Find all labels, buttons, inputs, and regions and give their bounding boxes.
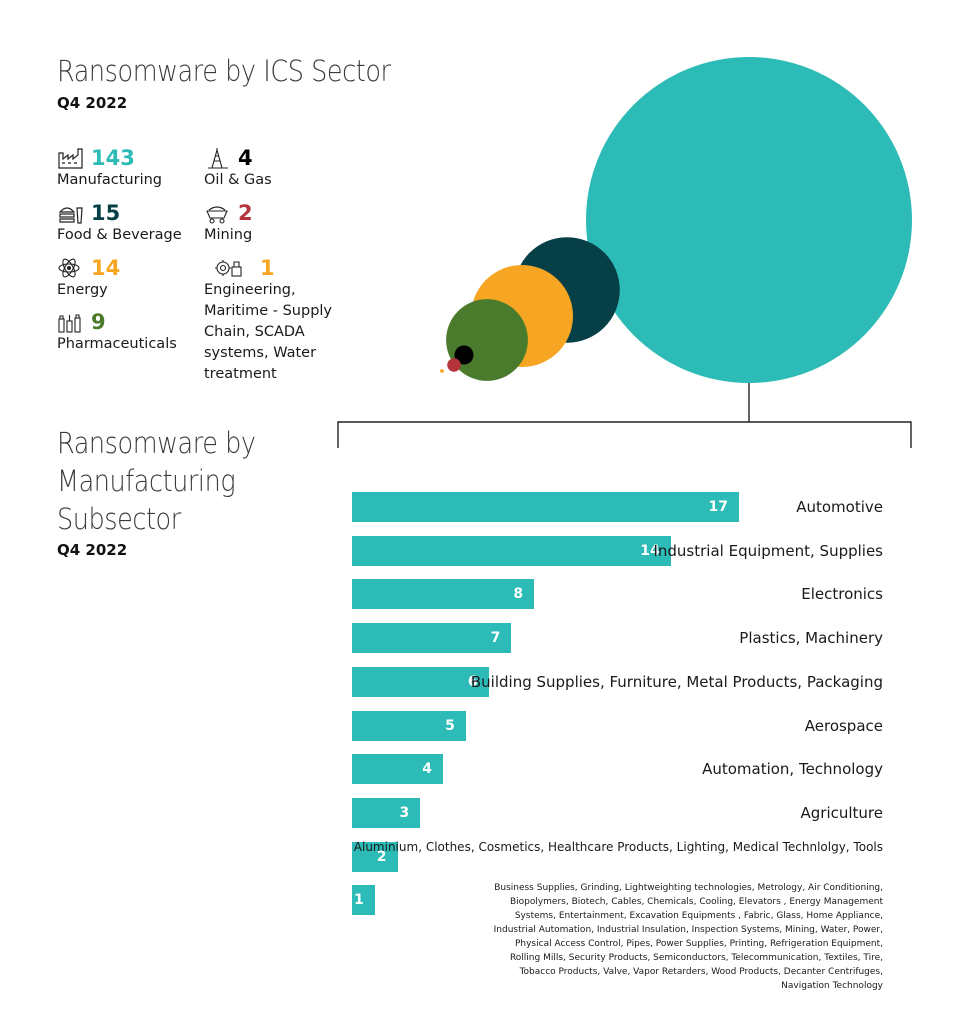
subsector-title-line-1: Ransomware by [57,426,256,460]
bubble-manufacturing [586,57,912,383]
oil-rig-icon [208,147,228,169]
bar-5 [352,666,489,697]
sector-label: Energy [57,282,108,298]
bar-category-label: Automation, Technology [702,760,883,779]
bar-value-label: 5 [445,717,455,734]
bar-value-label: 2 [376,848,387,865]
sector-label: Mining [204,227,253,243]
sector-label: Oil & Gas [204,172,272,188]
bar-9 [352,841,398,872]
atom-icon [58,258,80,278]
sector-value: 143 [91,146,135,170]
subsector-title-line-2: Manufacturing [57,464,236,498]
sector-item-manufacturing: 143 Manufacturing [57,146,207,191]
bar-value-label: 14 [640,542,660,559]
sector-item-mining: 2 Mining [204,201,354,246]
bar-value-label: 6 [467,673,478,690]
sector-item-energy: 14 Energy [57,256,207,301]
bar-7 [352,754,444,785]
sector-bubble-chart [440,57,912,383]
factory-icon [58,148,83,169]
bar-value-label: 4 [422,761,433,778]
mining-cart-icon [206,206,228,224]
sector-value: 1 [260,256,275,280]
sector-item-food-beverage: 15 Food & Beverage [57,201,207,246]
subsector-chart-period: Q4 2022 [57,541,128,559]
bar-6 [352,710,466,741]
sector-value: 2 [238,201,253,225]
bar-category-label: Electronics [801,585,883,604]
bar-category-label: Aluminium, Clothes, Cosmetics, Healthcar… [353,839,883,854]
bar-category-label: Plastics, Machinery [739,629,883,648]
sector-value: 9 [91,310,106,334]
bar-category-label: Agriculture [800,803,884,822]
sector-label: Pharmaceuticals [57,336,177,352]
bar-value-label: 17 [708,499,728,515]
bar-10 [352,885,375,916]
bar-value-label: 7 [490,630,501,647]
pharma-icon [58,314,81,333]
bar-category-label: Building Supplies, Furniture, Metal Prod… [470,672,883,691]
bar-4 [352,623,512,654]
bar-value-label: 1 [354,892,364,909]
bubble-engineering-maritime-supply-chain-scada-systems-water-treatment [440,369,444,373]
sector-label: Manufacturing [57,172,162,188]
sector-value: 4 [238,146,253,170]
gears-icon [215,260,242,277]
sector-item-engineering-maritime: 1 Engineering, Maritime - Supply Chain, … [204,256,344,385]
bubble-oil-gas [454,345,474,365]
bracket-connector [337,383,912,448]
sector-value: 14 [91,256,121,280]
sector-chart-period: Q4 2022 [57,94,128,112]
subsector-title-line-3: Subsector [57,502,181,536]
bar-category-label: Aerospace [804,716,883,735]
sector-label: Engineering, Maritime - Supply Chain, SC… [204,282,333,382]
bar-3 [352,579,535,610]
bar-value-label: 8 [513,586,524,603]
sector-value: 15 [91,201,121,225]
sector-item-pharmaceuticals: 9 Pharmaceuticals [57,310,207,355]
bar-category-label: Industrial Equipment, Supplies [653,541,883,560]
bar-2 [352,535,671,566]
bubble-mining [447,358,461,372]
bar-1 [352,492,739,522]
bar-value-label: 3 [399,804,410,821]
food-beverage-icon [58,207,83,224]
bar-category-label: Automotive [796,498,883,516]
sector-item-oil-gas: 4 Oil & Gas [204,146,354,191]
sector-label: Food & Beverage [57,227,182,243]
bar-category-label: Business Supplies, Grinding, Lightweight… [493,883,883,992]
bar-8 [352,797,421,828]
sector-chart-title: Ransomware by ICS Sector [57,54,391,88]
